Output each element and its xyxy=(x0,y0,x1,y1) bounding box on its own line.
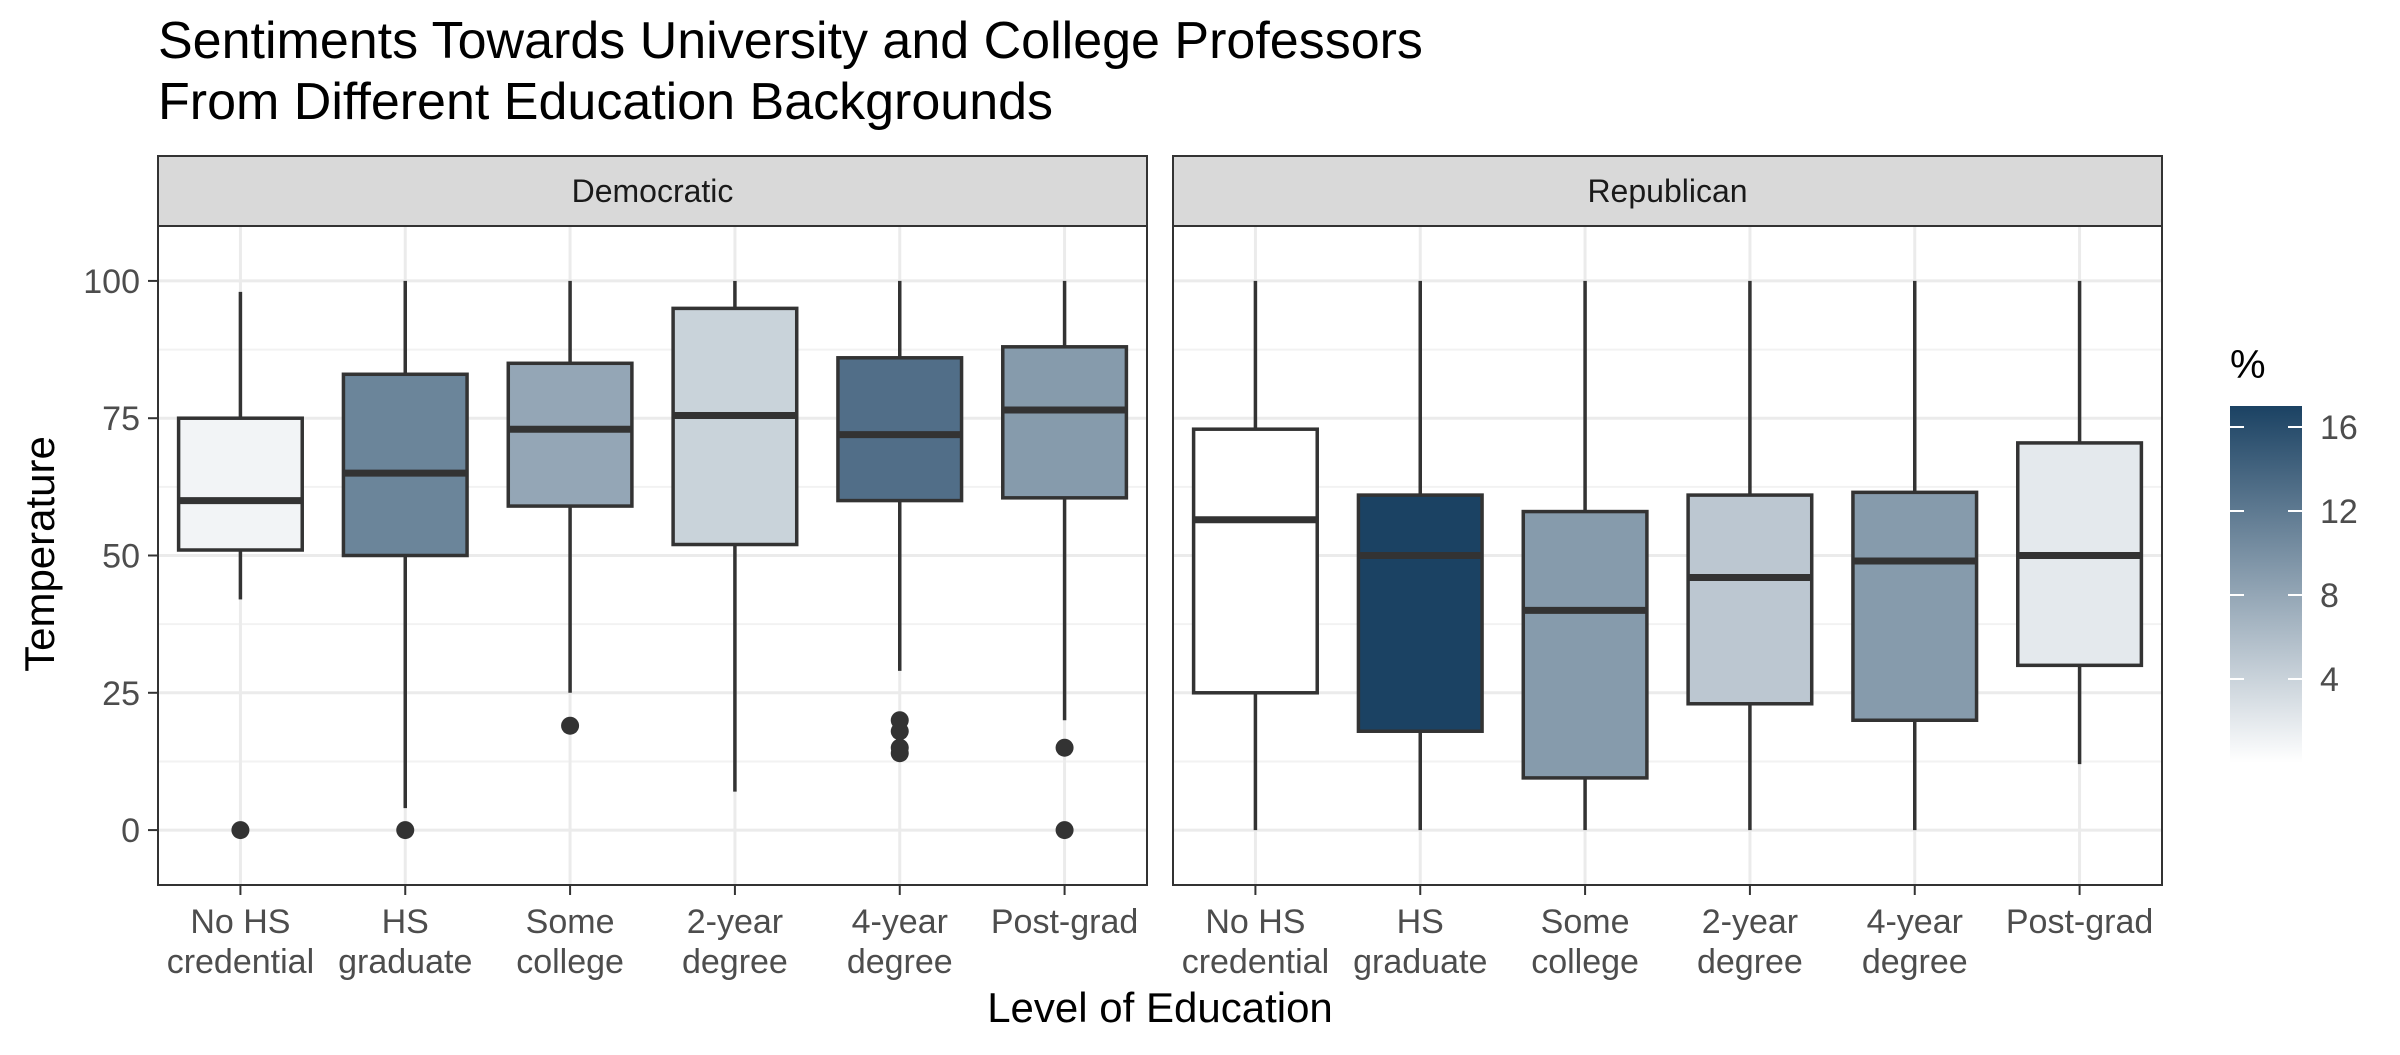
x-tick-label: college xyxy=(1531,943,1639,981)
y-axis-title: Temperature xyxy=(16,436,63,672)
box-dem-3 xyxy=(506,280,634,735)
x-tick-label: credential xyxy=(1182,943,1329,981)
y-tick-label: 75 xyxy=(102,400,140,438)
x-tick-label: Post-grad xyxy=(2006,903,2153,941)
x-tick-label: Some xyxy=(1541,903,1630,941)
outlier-point xyxy=(1055,821,1074,840)
x-tick-label: HS xyxy=(1397,903,1444,941)
y-tick-label: 100 xyxy=(83,263,140,301)
y-tick-label: 0 xyxy=(121,812,140,850)
outlier-point xyxy=(231,821,250,840)
legend-tick-label: 8 xyxy=(2320,577,2339,615)
box-iqr xyxy=(1521,509,1649,780)
box-dem-1 xyxy=(176,291,304,840)
box-rep-1 xyxy=(1191,280,1319,831)
outlier-point xyxy=(1055,738,1074,757)
chart-title-line-2: From Different Education Backgrounds xyxy=(158,73,1053,131)
legend-title: % xyxy=(2230,343,2266,387)
x-tick-label: Some xyxy=(526,903,615,941)
x-tick-label: No HS xyxy=(1205,903,1305,941)
x-tick-label: 2-year xyxy=(687,903,783,941)
facet-strip xyxy=(1172,155,2163,227)
box-rep-2 xyxy=(1356,280,1484,831)
box-dem-2 xyxy=(341,280,469,840)
box-iqr xyxy=(1001,345,1129,500)
box-iqr xyxy=(506,361,634,508)
box-dem-6 xyxy=(1001,280,1129,840)
legend: % 4 8 12 16 xyxy=(2230,343,2358,763)
x-tick-label: Post-grad xyxy=(991,903,1138,941)
box-iqr xyxy=(1356,493,1484,733)
chart-title-line-1: Sentiments Towards University and Colleg… xyxy=(158,12,1423,70)
x-tick-label: HS xyxy=(382,903,429,941)
box-dem-4 xyxy=(671,280,799,792)
legend-tick-label: 16 xyxy=(2320,409,2358,447)
legend-colorbar xyxy=(2230,406,2302,763)
box-iqr xyxy=(836,356,964,503)
box-iqr xyxy=(671,306,799,547)
facet-label: Republican xyxy=(1587,173,1747,209)
outlier-point xyxy=(396,821,415,840)
x-tick-label: degree xyxy=(1697,943,1803,981)
box-rep-5 xyxy=(1851,280,1979,831)
outlier-point xyxy=(561,716,580,735)
box-rep-3 xyxy=(1521,280,1649,831)
y-tick-label: 25 xyxy=(102,675,140,713)
x-tick-label: degree xyxy=(1862,943,1968,981)
x-tick-label: college xyxy=(516,943,624,981)
x-tick-label: credential xyxy=(167,943,314,981)
box-iqr xyxy=(1191,427,1319,695)
outlier-point xyxy=(890,711,909,730)
x-tick-label: 2-year xyxy=(1702,903,1798,941)
facet-strip xyxy=(157,155,1148,227)
box-dem-5 xyxy=(836,280,964,763)
box-rep-6 xyxy=(2016,280,2144,765)
legend-tick-label: 12 xyxy=(2320,493,2358,531)
x-axis-title: Level of Education xyxy=(987,984,1333,1031)
box-iqr xyxy=(341,372,469,558)
x-tick-label: degree xyxy=(847,943,953,981)
x-tick-label: graduate xyxy=(338,943,472,981)
x-tick-label: 4-year xyxy=(1867,903,1963,941)
x-tick-label: 4-year xyxy=(852,903,948,941)
box-rep-4 xyxy=(1686,280,1814,831)
x-tick-label: No HS xyxy=(190,903,290,941)
facet-label: Democratic xyxy=(572,173,734,209)
box-iqr xyxy=(1851,490,1979,722)
outlier-point xyxy=(890,738,909,757)
x-tick-label: degree xyxy=(682,943,788,981)
x-tick-label: graduate xyxy=(1353,943,1487,981)
box-iqr xyxy=(1686,493,1814,706)
box-iqr xyxy=(176,416,304,552)
legend-tick-label: 4 xyxy=(2320,661,2339,699)
y-tick-label: 50 xyxy=(102,538,140,576)
